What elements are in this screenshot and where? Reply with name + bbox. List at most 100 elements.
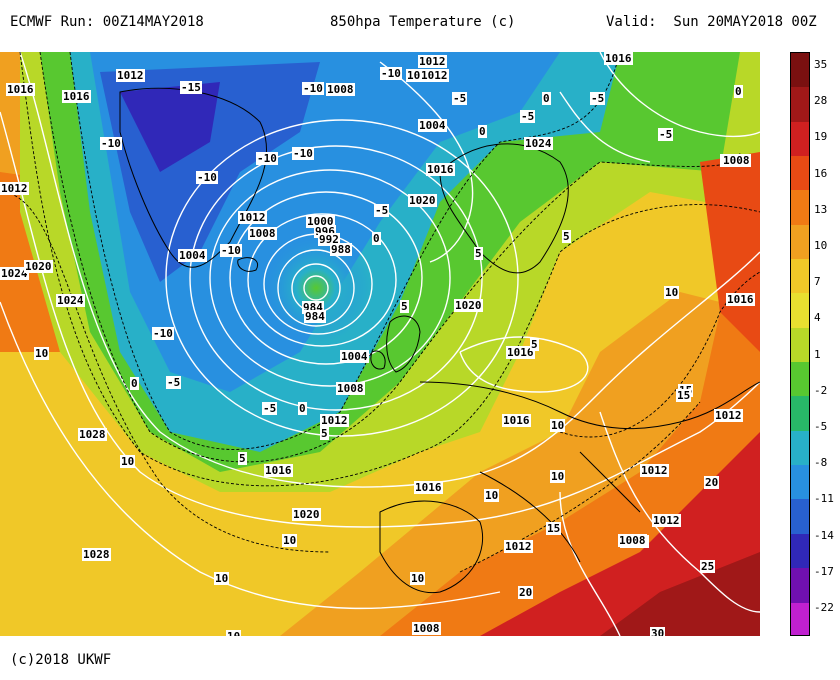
temperature-contour-label: 10 [410, 572, 426, 585]
temperature-contour-label: -5 [658, 128, 674, 141]
chart-title: 850hpa Temperature (c) [330, 14, 516, 30]
isobar-label: 1012 [238, 211, 267, 224]
temperature-contour-label: 20 [518, 586, 534, 599]
colorbar-tick-label: 1 [814, 347, 821, 361]
temperature-contour-label: -10 [302, 82, 324, 95]
isobar-label: 1008 [248, 227, 277, 240]
isobar-label: 1012 [320, 414, 349, 427]
isobar-label: 1020 [292, 508, 321, 521]
temperature-contour-label: 15 [676, 389, 692, 402]
colorbar-tick-label: -5 [814, 420, 828, 433]
isobar-label: 1012 [714, 409, 743, 422]
isobar-label: 988 [330, 243, 352, 256]
temperature-contour-label: 5 [320, 427, 329, 440]
colorbar-tick-label: 7 [814, 275, 821, 289]
temperature-contour-label: -5 [452, 92, 468, 105]
colorbar-tick-label: 4 [814, 311, 821, 325]
isobar-label: 1012 [418, 55, 447, 68]
colorbar-tick-label: 19 [814, 130, 828, 144]
colorbar-tick-label: -2 [814, 383, 828, 397]
temperature-contour-label: -5 [590, 92, 606, 105]
colorbar-segment [791, 156, 809, 191]
isobar-label: 1012 [420, 69, 449, 82]
temperature-contour-label: -10 [380, 67, 402, 80]
temperature-contour-label: 10 [34, 347, 50, 360]
colorbar-segment [791, 602, 809, 635]
temperature-contour-label: 5 [474, 247, 483, 260]
colorbar [790, 52, 810, 636]
colorbar-tick-label: 28 [814, 94, 828, 108]
temperature-contour-label: -10 [100, 137, 122, 150]
colorbar-segment [791, 396, 809, 431]
temperature-contour-label: -15 [180, 81, 202, 94]
isobar-label: 1004 [340, 350, 369, 363]
isobar-label: 1008 [618, 534, 647, 547]
colorbar-segment [791, 224, 809, 260]
isobar-label: 1008 [336, 382, 365, 395]
isobar-label: 1016 [502, 414, 531, 427]
colorbar-tick-label: 16 [814, 166, 828, 180]
isobar-label: 1016 [62, 90, 91, 103]
isobar-label: 1016 [414, 481, 443, 494]
temp-contours [0, 52, 760, 573]
colorbar-tick-label: -8 [814, 456, 828, 470]
colorbar-segment [791, 327, 809, 363]
isobar-label: 1012 [640, 464, 669, 477]
temperature-contour-label: 10 [282, 534, 298, 547]
temperature-contour-label: 5 [238, 452, 247, 465]
temperature-contour-label: -10 [256, 152, 278, 165]
isobar-label: 1028 [78, 428, 107, 441]
colorbar-tick-label: 10 [814, 239, 828, 252]
temperature-contour-label: 10 [550, 470, 566, 483]
colorbar-tick-label: 35 [814, 58, 828, 71]
coastlines [119, 87, 760, 594]
coldest-pocket [120, 82, 220, 172]
isobar-label: 1016 [6, 83, 35, 96]
temperature-contour-label: 20 [704, 476, 720, 489]
temperature-contour-label: 5 [562, 230, 571, 243]
temperature-contour-label: 5 [530, 338, 539, 351]
isobar-label: 1012 [116, 69, 145, 82]
isobar-label: 1012 [504, 540, 533, 553]
temperature-contour-label: 25 [700, 560, 716, 573]
isobar-label: 984 [304, 310, 326, 323]
temperature-contour-label: 15 [546, 522, 562, 535]
temperature-map: 1012101210081016101610161012101210081004… [0, 52, 760, 636]
isobar-label: 1004 [178, 249, 207, 262]
isobar-label: 992 [318, 233, 340, 246]
colorbar-segment [791, 362, 809, 397]
isobar-label: 1016 [264, 464, 293, 477]
temperature-contour-label: 0 [478, 125, 487, 138]
isobar-label: 1020 [24, 260, 53, 273]
isobars [0, 52, 760, 636]
isobar-label: 1012 [0, 182, 29, 195]
isobar-label: 1016 [604, 52, 633, 65]
isobar-label: 1008 [326, 83, 355, 96]
colorbar-segment [791, 533, 809, 569]
isobar-label: 1004 [418, 119, 447, 132]
temperature-contour-label: -10 [220, 244, 242, 257]
colorbar-segment [791, 499, 809, 534]
isobar-label: 1016 [726, 293, 755, 306]
isobar-label: 1020 [454, 299, 483, 312]
colorbar-segment [791, 430, 809, 466]
isobar-label: 1024 [524, 137, 553, 150]
colorbar-segment [791, 259, 809, 294]
isobar-label: 1016 [426, 163, 455, 176]
temperature-contour-label: 10 [226, 630, 242, 636]
temperature-contour-label: -10 [196, 171, 218, 184]
colorbar-tick-label: -11 [814, 492, 834, 506]
temperature-contour-label: 0 [734, 85, 743, 98]
run-label: ECMWF Run: 00Z14MAY2018 [10, 14, 204, 30]
isobar-label: 1008 [722, 154, 751, 167]
colorbar-tick-label: 13 [814, 202, 828, 216]
isobar-label: 1016 [506, 346, 535, 359]
colorbar-tick-label: -17 [814, 564, 834, 578]
isobar-label: 1024 [0, 267, 29, 280]
temperature-contour-label: 0 [298, 402, 307, 415]
temperature-contour-label: -5 [166, 376, 182, 389]
temperature-contour-label: 10 [120, 455, 136, 468]
temperature-contour-label: -10 [152, 327, 174, 340]
isobar-label: 1012 [652, 514, 681, 527]
copyright-footer: (c)2018 UKWF [10, 652, 112, 668]
